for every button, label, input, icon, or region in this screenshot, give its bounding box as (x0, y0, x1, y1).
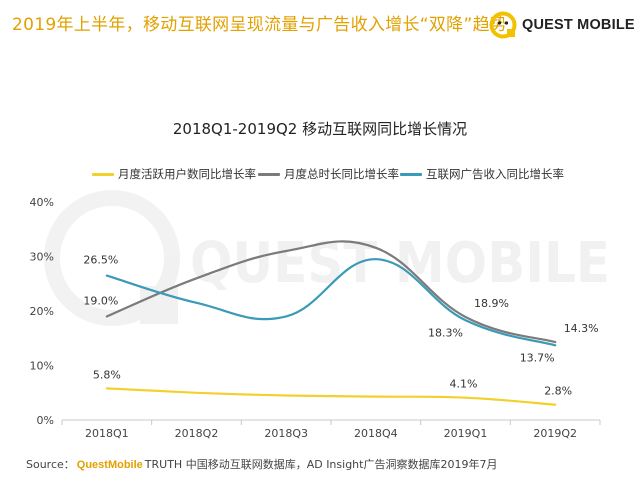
data-label-ad: 18.3% (428, 326, 463, 339)
legend-label-time: 月度总时长同比增长率 (284, 167, 399, 181)
x-tick-label: 2018Q4 (354, 427, 398, 440)
y-tick-label: 40% (30, 196, 54, 209)
series-line-ad (105, 258, 557, 347)
source-note: Source： QuestMobile TRUTH 中国移动互联网数据库，AD In… (26, 456, 497, 472)
x-tick-label: 2019Q1 (444, 427, 488, 440)
chart-title: 2018Q1-2019Q2 移动互联网同比增长情况 (172, 120, 468, 138)
legend-swatch-ad (400, 172, 422, 176)
data-label-layer: 5.8% 4.1% 2.8% 19.0% 18.9% 14.3% 26.5% 18.3% 13.… (83, 254, 598, 398)
data-label-ad: 26.5% (83, 254, 118, 267)
x-tick-label: 2018Q2 (175, 427, 219, 440)
data-label-dau: 5.8% (93, 368, 121, 381)
legend-item-dau: 月度活跃用户数同比增长率 (92, 166, 256, 182)
data-label-dau: 2.8% (544, 385, 572, 398)
logo-text: QUEST MOBILE (522, 17, 635, 33)
x-tick-label: 2018Q3 (264, 427, 308, 440)
y-tick-label: 20% (30, 305, 54, 318)
legend-swatch-dau (92, 172, 114, 176)
x-tick-label: 2018Q1 (85, 427, 129, 440)
data-label-time: 14.3% (564, 322, 599, 335)
y-axis: 0% 10% 20% 30% 40% (30, 196, 54, 427)
chart-legend: 月度活跃用户数同比增长率 月度总时长同比增长率 互联网广告收入同比增长率 (0, 166, 640, 184)
series-layer (105, 240, 557, 406)
source-brand: QuestMobile (76, 459, 143, 471)
questmobile-logo-icon (488, 10, 518, 40)
y-tick-label: 10% (30, 360, 54, 373)
x-axis: 2018Q1 2018Q2 2018Q3 2018Q4 2019Q1 2019Q2 (61, 419, 601, 440)
legend-item-time: 月度总时长同比增长率 (258, 166, 399, 182)
series-line-dau (105, 387, 557, 406)
legend-label-ad: 互联网广告收入同比增长率 (426, 167, 564, 181)
data-label-dau: 4.1% (450, 378, 478, 391)
data-label-time: 19.0% (83, 294, 118, 307)
questmobile-logo: QUEST MOBILE (488, 8, 635, 42)
source-prefix: Source： (26, 458, 75, 471)
x-tick-label: 2019Q2 (533, 427, 577, 440)
page-headline: 2019年上半年，移动互联网呈现流量与广告收入增长“双降”趋势 (12, 15, 508, 35)
y-tick-label: 0% (37, 414, 54, 427)
legend-label-dau: 月度活跃用户数同比增长率 (118, 167, 256, 181)
source-rest: TRUTH 中国移动互联网数据库，AD Insight广告洞察数据库2019年7… (144, 458, 498, 471)
series-line-time (105, 240, 557, 344)
y-tick-label: 30% (30, 251, 54, 264)
data-label-time: 18.9% (474, 297, 509, 310)
legend-item-ad: 互联网广告收入同比增长率 (400, 166, 564, 182)
legend-swatch-time (258, 172, 280, 176)
data-label-ad: 13.7% (520, 351, 555, 364)
